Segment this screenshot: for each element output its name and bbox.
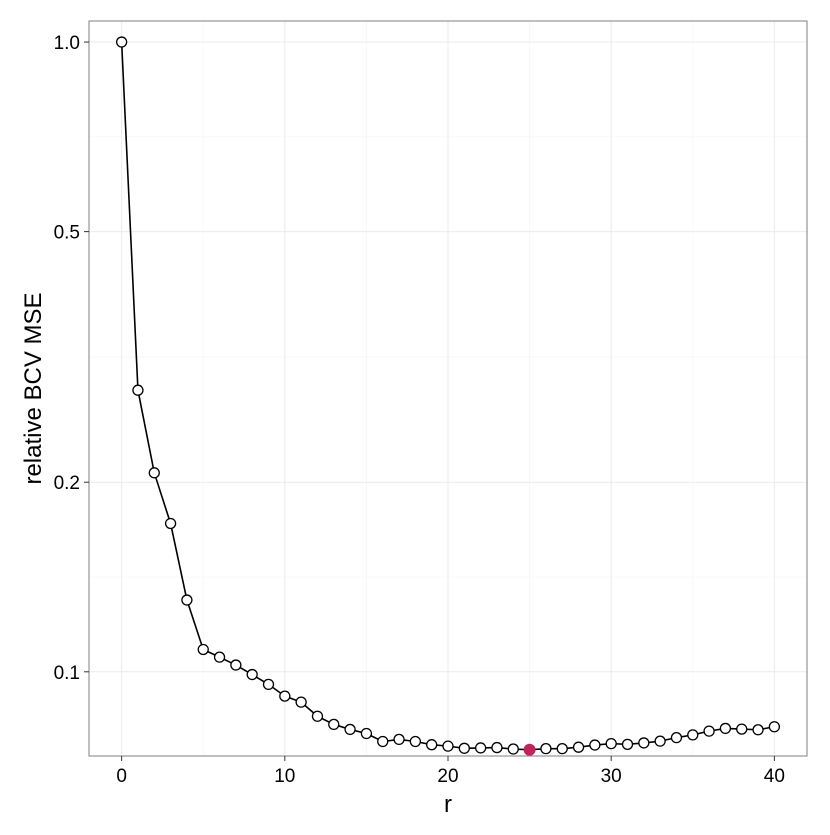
data-point <box>377 735 389 748</box>
data-point <box>115 36 128 48</box>
data-point <box>458 742 470 754</box>
data-point <box>311 710 324 722</box>
data-point <box>230 659 242 671</box>
highlighted-point <box>523 743 536 756</box>
data-point <box>426 739 438 751</box>
data-point <box>540 743 552 755</box>
y-tick-label: 0.2 <box>54 473 80 494</box>
data-point <box>328 718 340 731</box>
data-point <box>703 725 715 737</box>
x-tick-label: 40 <box>764 766 785 787</box>
data-point <box>132 384 144 396</box>
x-tick-label: 0 <box>116 766 127 787</box>
data-point <box>279 690 291 702</box>
data-point <box>295 696 307 708</box>
data-point <box>752 724 764 736</box>
data-point <box>638 737 650 749</box>
data-point <box>670 732 683 744</box>
data-point <box>181 594 193 606</box>
data-point <box>768 721 781 733</box>
data-point <box>719 722 732 735</box>
tick-layer: 0 10 20 30 40 0.1 0.2 0.5 1.0 <box>54 33 785 787</box>
x-tick-label: 20 <box>437 766 458 787</box>
data-point <box>621 738 634 750</box>
data-point <box>572 741 585 753</box>
data-point <box>213 651 226 663</box>
data-point <box>344 723 356 736</box>
data-point <box>589 739 601 751</box>
y-tick-label: 0.5 <box>54 223 80 244</box>
data-point <box>409 735 422 748</box>
data-point <box>687 729 699 741</box>
point-layer <box>115 36 781 756</box>
data-point <box>507 743 519 755</box>
data-point <box>442 740 454 752</box>
x-tick-label: 10 <box>274 766 295 787</box>
data-point <box>491 741 503 754</box>
x-tick-label: 30 <box>601 766 622 787</box>
data-point <box>556 743 568 755</box>
data-point <box>474 742 487 754</box>
data-point <box>148 467 160 479</box>
data-point <box>605 737 617 750</box>
data-point <box>654 735 666 747</box>
data-point <box>360 727 373 740</box>
y-tick-label: 1.0 <box>54 33 80 54</box>
data-point <box>262 678 275 691</box>
x-axis-title: r <box>444 791 452 818</box>
grid-layer <box>89 21 807 756</box>
data-point <box>197 643 209 656</box>
y-axis-title: relative BCV MSE <box>20 292 47 484</box>
y-tick-label: 0.1 <box>54 663 80 684</box>
data-point <box>393 733 405 746</box>
data-point <box>164 517 177 530</box>
data-point <box>736 723 748 735</box>
data-point <box>246 668 258 681</box>
